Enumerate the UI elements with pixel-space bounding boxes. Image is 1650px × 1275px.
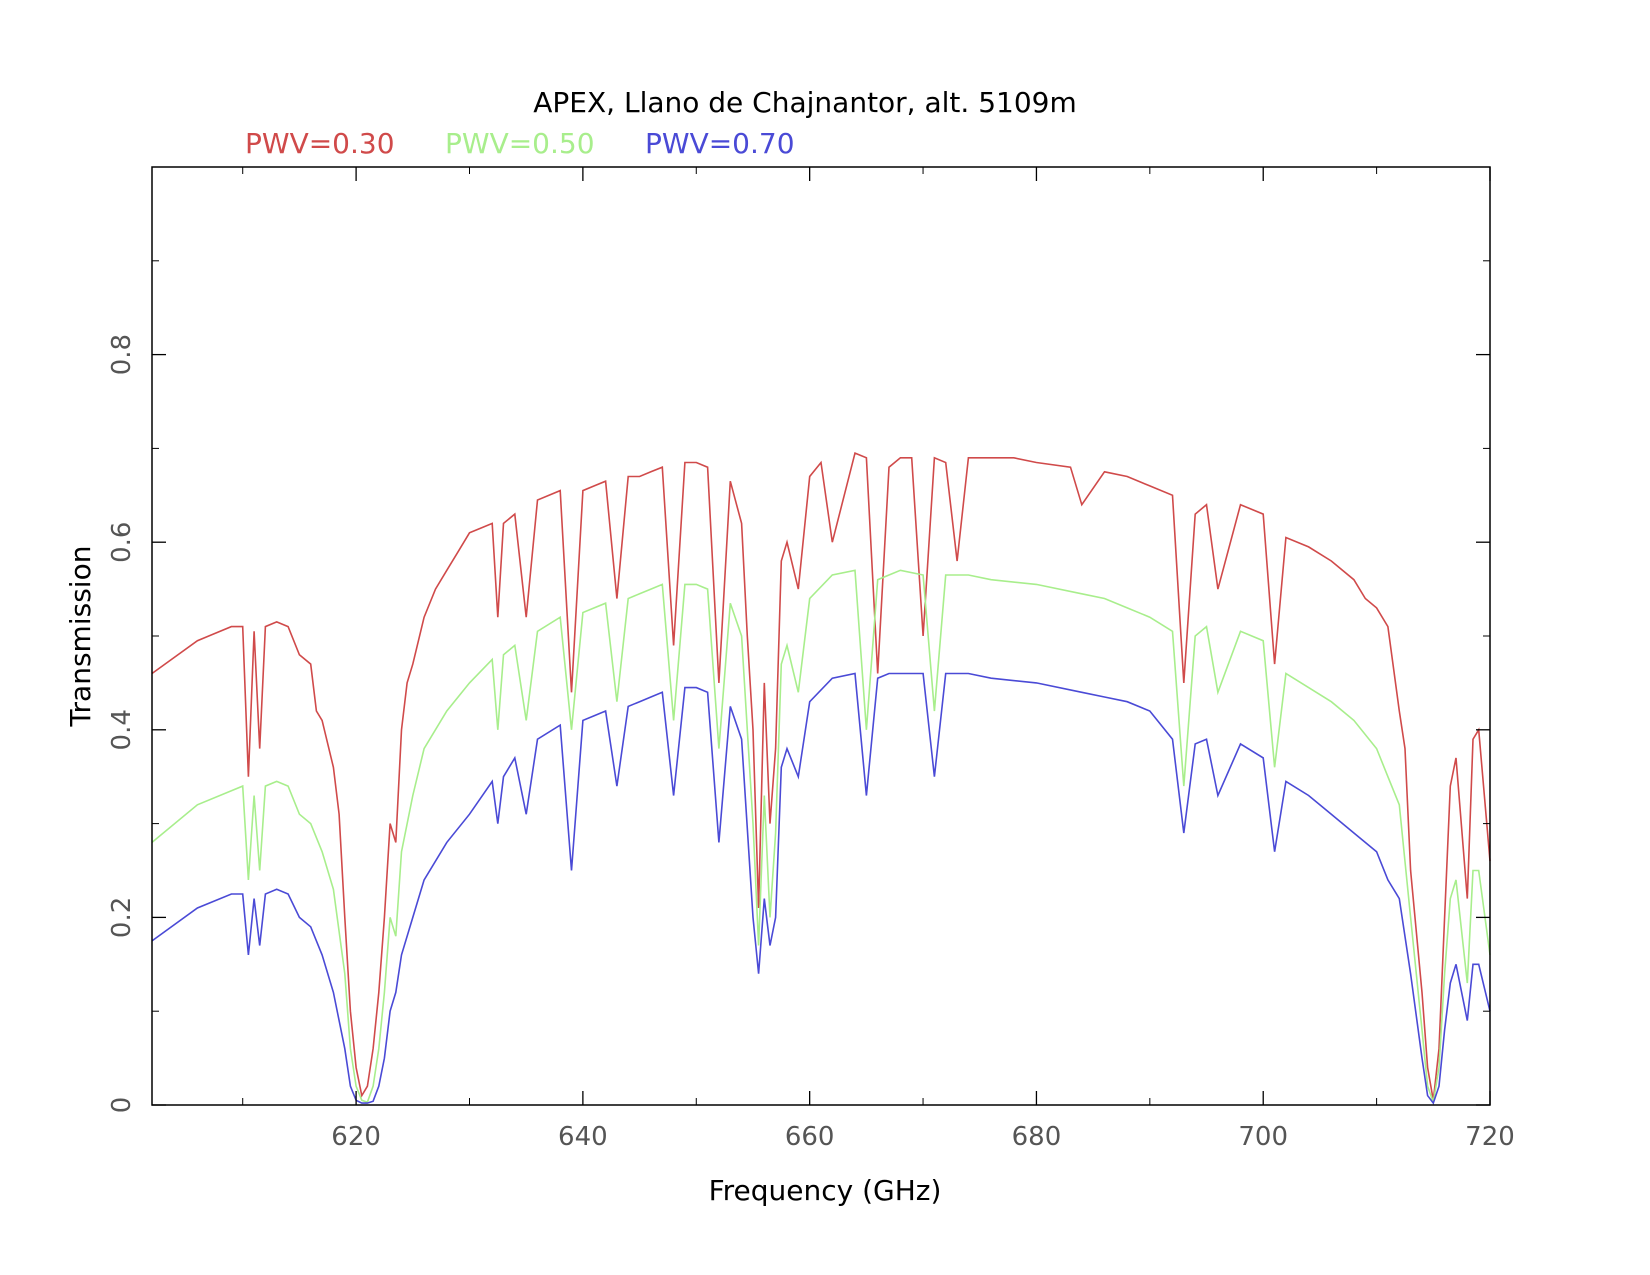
y-tick-label: 0.4 — [107, 709, 137, 750]
legend-entry-1: PWV=0.30 — [245, 127, 395, 160]
x-tick-label: 660 — [785, 1122, 835, 1152]
x-tick-label: 700 — [1238, 1122, 1288, 1152]
series-line-1 — [151, 452, 1491, 1101]
y-tick-label: 0.2 — [107, 897, 137, 938]
x-tick-label: 680 — [1012, 1122, 1062, 1152]
legend: PWV=0.30 PWV=0.50 PWV=0.70 — [245, 127, 795, 160]
chart-title: APEX, Llano de Chajnantor, alt. 5109m — [533, 86, 1076, 119]
ticks-layer: 620 640 660 680 700 720 0 0.2 0.4 0.6 0.8 — [107, 167, 1515, 1152]
series-line-3 — [151, 672, 1491, 1105]
x-tick-label: 640 — [558, 1122, 608, 1152]
y-tick-label: 0.8 — [107, 334, 137, 375]
legend-entry-2: PWV=0.50 — [445, 127, 595, 160]
y-tick-label: 0.6 — [107, 522, 137, 563]
series-line-2 — [151, 569, 1491, 1104]
plot-frame — [151, 166, 1491, 1106]
x-tick-label: 720 — [1465, 1122, 1515, 1152]
x-axis-label: Frequency (GHz) — [709, 1174, 942, 1207]
y-axis-label: Transmission — [64, 546, 97, 728]
y-tick-label: 0 — [107, 1097, 137, 1114]
series-layer — [151, 452, 1491, 1105]
x-tick-label: 620 — [331, 1122, 381, 1152]
legend-entry-3: PWV=0.70 — [645, 127, 795, 160]
